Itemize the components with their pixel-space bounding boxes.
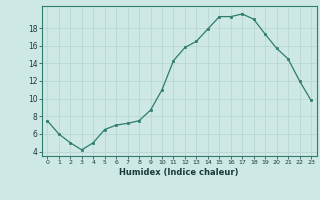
X-axis label: Humidex (Indice chaleur): Humidex (Indice chaleur) — [119, 168, 239, 177]
